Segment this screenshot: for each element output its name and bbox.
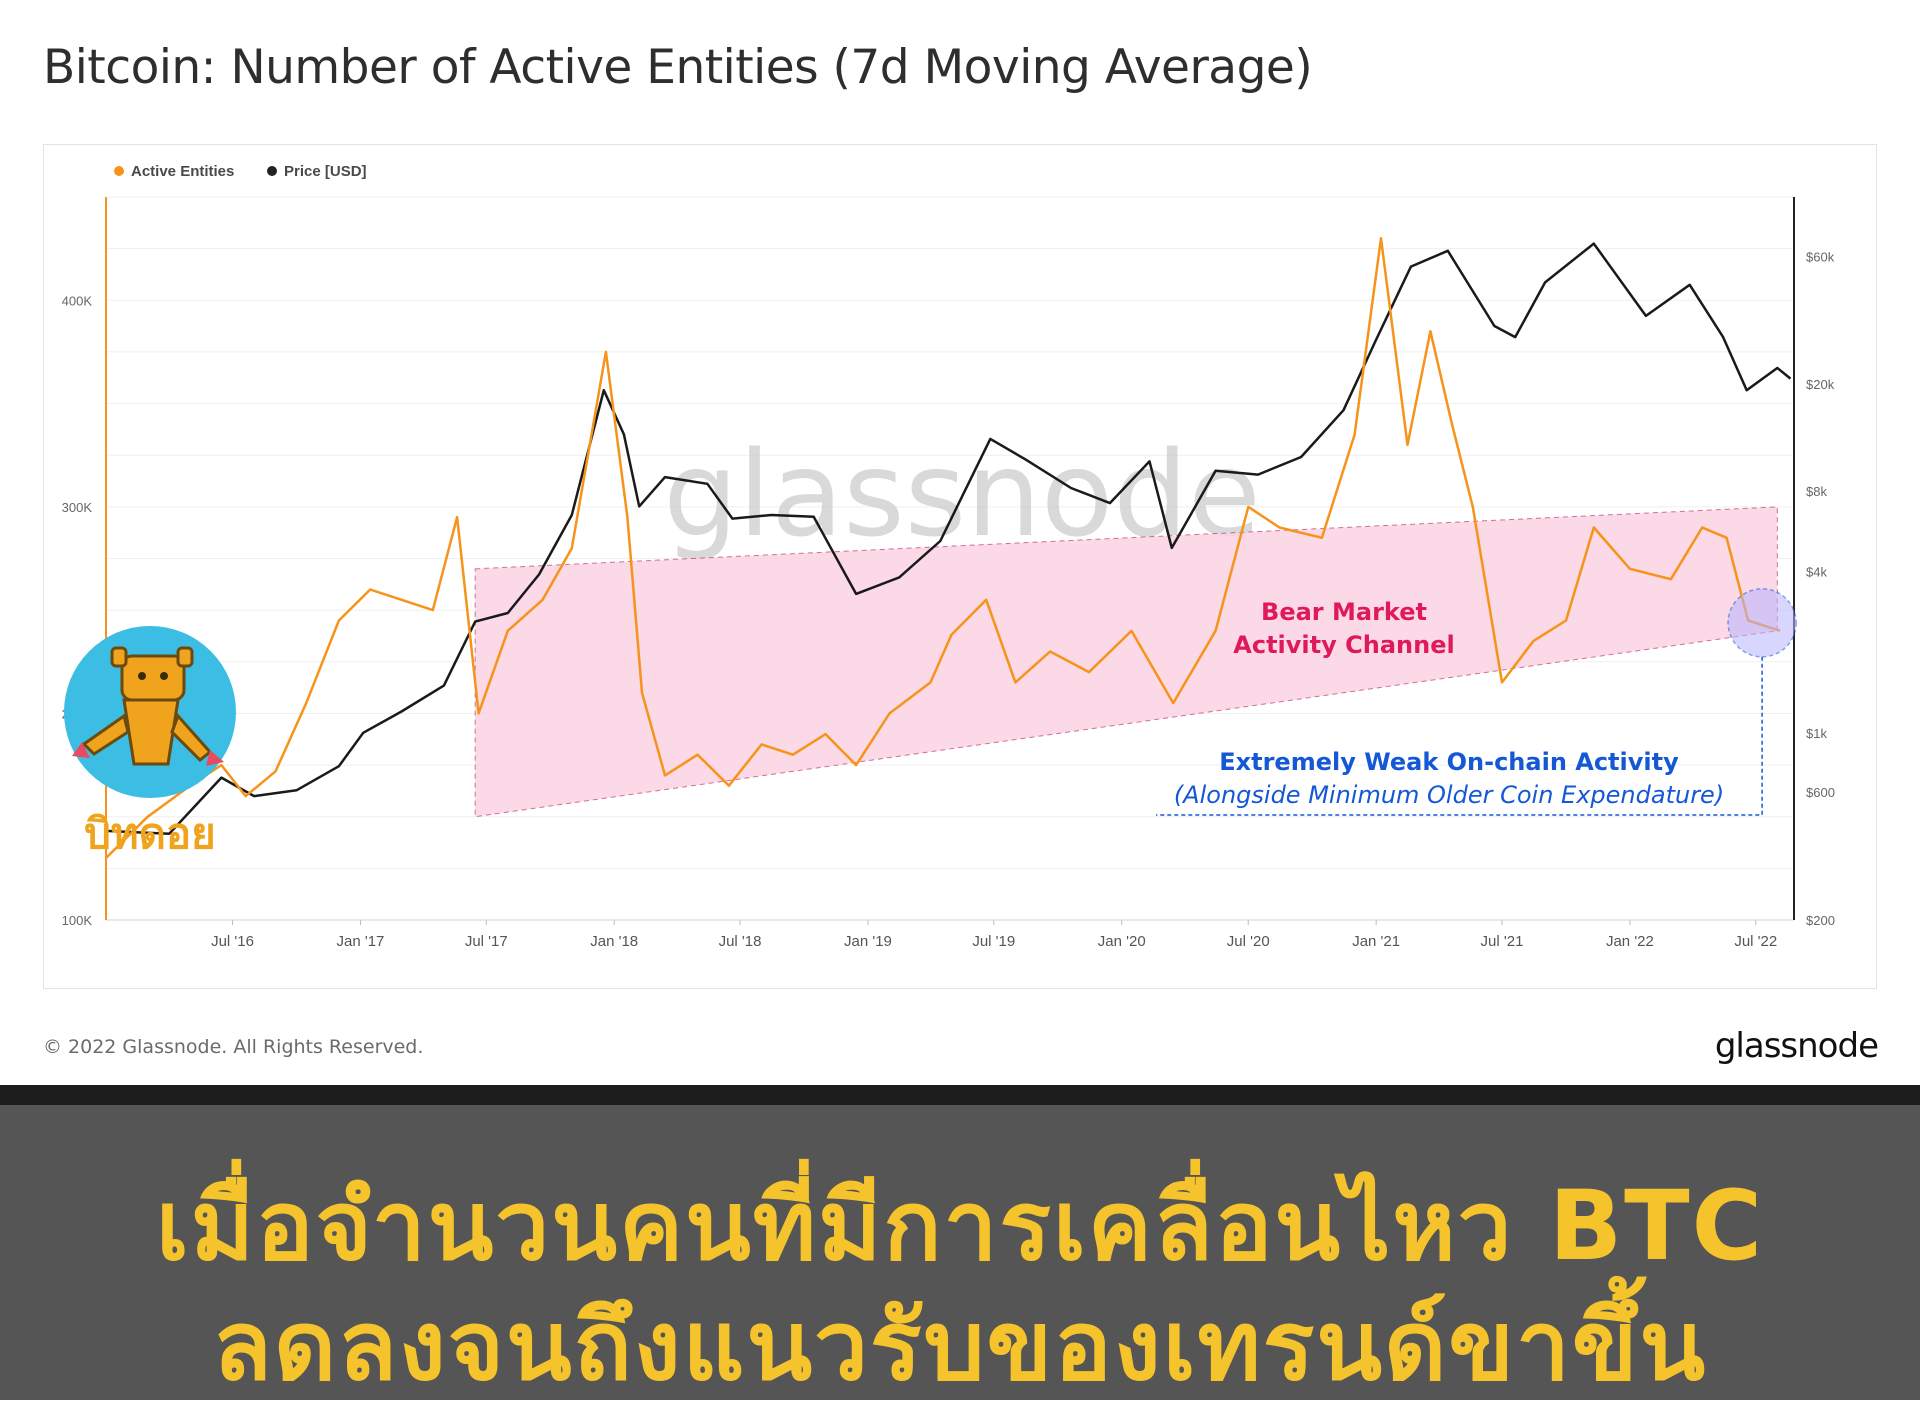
y-right-tick-label: $8k xyxy=(1806,484,1827,499)
x-tick-label: Jan '18 xyxy=(590,933,638,950)
x-tick-label: Jan '17 xyxy=(336,933,384,950)
callout-line xyxy=(1156,656,1763,816)
gridlines xyxy=(106,196,1794,921)
annotations: Bear Market Activity Channel Extremely W… xyxy=(1174,598,1724,809)
y-right-tick-label: $600 xyxy=(1806,785,1835,800)
bear-channel xyxy=(474,506,1778,818)
caption-line-2: ลดลงจนถึงแนวรับของเทรนด์ขาขึ้น xyxy=(212,1290,1708,1402)
x-tick-label: Jan '20 xyxy=(1098,933,1146,950)
legend-label-price: Price [USD] xyxy=(284,163,367,180)
legend-dot-price xyxy=(267,166,277,176)
y-right-tick-label: $4k xyxy=(1806,564,1827,579)
chart-svg[interactable]: glassnode 100K200K300K400K$200$600$1k$4k… xyxy=(44,145,1876,988)
caption-line-1: เมื่อจำนวนคนที่มีการเคลื่อนไหว BTC xyxy=(155,1170,1765,1282)
copyright-text: © 2022 Glassnode. All Rights Reserved. xyxy=(43,1036,424,1058)
y-left-tick-label: 400K xyxy=(62,293,93,308)
chart-panel: glassnode 100K200K300K400K$200$600$1k$4k… xyxy=(43,144,1877,989)
chart-legend: Active Entities Price [USD] xyxy=(114,163,367,180)
series-line-active-entities xyxy=(105,237,1781,859)
page-title: Bitcoin: Number of Active Entities (7d M… xyxy=(43,40,1313,95)
x-tick-label: Jul '18 xyxy=(719,933,762,950)
mascot-label: บิทดอย xyxy=(84,809,215,858)
y-left-tick-label: 300K xyxy=(62,500,93,515)
weak-activity-label: Extremely Weak On-chain Activity xyxy=(1219,748,1679,776)
x-tick-label: Jan '22 xyxy=(1606,933,1654,950)
legend-label-active-entities: Active Entities xyxy=(131,163,234,180)
y-left-tick-label: 100K xyxy=(62,913,93,928)
x-tick-label: Jul '21 xyxy=(1481,933,1524,950)
mascot-logo: บิทดอย xyxy=(60,626,240,866)
brand-logo: glassnode xyxy=(1714,1026,1879,1066)
series-line-price-usd xyxy=(105,242,1792,835)
x-tick-label: Jul '17 xyxy=(465,933,508,950)
series-lines xyxy=(105,237,1797,859)
channel-label-1: Bear Market xyxy=(1261,598,1427,626)
y-right-tick-label: $60k xyxy=(1806,249,1835,264)
x-tick-label: Jul '20 xyxy=(1227,933,1270,950)
x-tick-label: Jan '19 xyxy=(844,933,892,950)
y-right-tick-label: $200 xyxy=(1806,913,1835,928)
x-tick-label: Jan '21 xyxy=(1352,933,1400,950)
caption-banner: เมื่อจำนวนคนที่มีการเคลื่อนไหว BTC ลดลงจ… xyxy=(0,1085,1920,1402)
y-right-tick-label: $20k xyxy=(1806,377,1835,392)
bear-channel-band xyxy=(474,506,1778,818)
x-tick-label: Jul '16 xyxy=(211,933,254,950)
channel-label-2: Activity Channel xyxy=(1233,631,1454,659)
y-right-tick-label: $1k xyxy=(1806,726,1827,741)
x-tick-label: Jul '19 xyxy=(972,933,1015,950)
weak-activity-sublabel: (Alongside Minimum Older Coin Expendatur… xyxy=(1174,781,1724,809)
legend-dot-active-entities xyxy=(114,166,124,176)
x-tick-label: Jul '22 xyxy=(1734,933,1777,950)
mascot-icon xyxy=(72,646,224,766)
highlight-circle xyxy=(1727,588,1797,658)
